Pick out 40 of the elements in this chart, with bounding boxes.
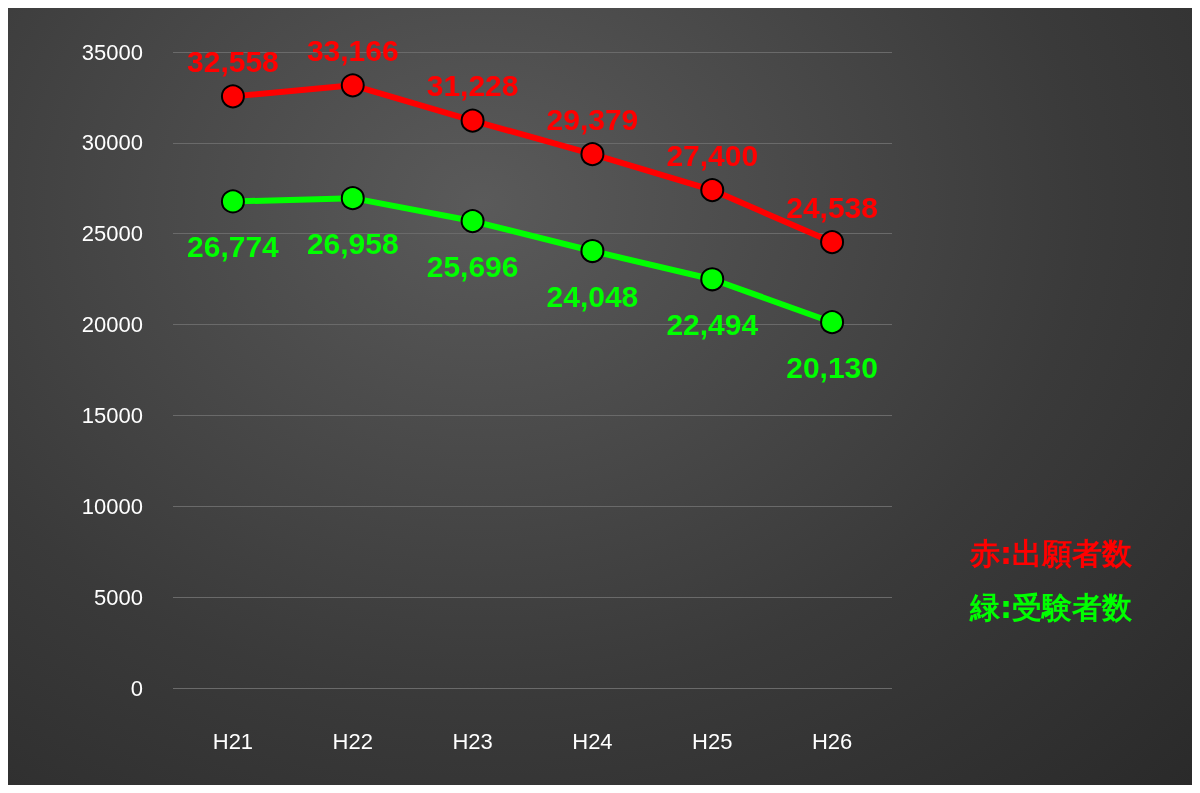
y-tick-label: 10000 <box>81 493 143 519</box>
y-tick-label: 25000 <box>81 221 143 247</box>
point <box>460 108 485 133</box>
text: 赤:出願者数 <box>969 535 1133 571</box>
data-label: 31,228 <box>426 69 519 103</box>
data-label: 20,130 <box>786 350 878 384</box>
y-tick-label: 20000 <box>81 312 143 338</box>
point <box>820 230 845 255</box>
y-tick-label: 5000 <box>94 584 143 610</box>
data-label: 32,558 <box>187 44 279 78</box>
x-tick-label: H26 <box>811 728 853 754</box>
x-tick-label: H21 <box>212 728 254 754</box>
point <box>700 267 725 292</box>
data-label: 27,400 <box>666 138 759 172</box>
y-tick-label: 35000 <box>81 39 143 65</box>
point <box>220 84 245 109</box>
y-tick-label: 30000 <box>81 130 143 156</box>
data-label: 24,538 <box>786 190 878 224</box>
point <box>460 209 485 234</box>
x-tick-label: H24 <box>572 728 613 754</box>
y-tick-label: 0 <box>130 675 143 701</box>
point <box>580 239 605 264</box>
point <box>220 189 245 214</box>
point <box>700 178 725 203</box>
data-label: 22,494 <box>666 307 759 341</box>
x-tick-label: H22 <box>332 728 373 754</box>
point <box>820 310 845 335</box>
data-label: 26,958 <box>306 226 399 260</box>
x-tick-label: H25 <box>692 728 733 754</box>
point <box>580 142 605 167</box>
point <box>340 186 365 211</box>
x-tick-label: H23 <box>452 728 493 754</box>
text: 緑:受験者数 <box>969 589 1133 625</box>
point <box>340 73 365 98</box>
data-label: 29,379 <box>546 102 639 136</box>
data-label: 26,774 <box>187 229 280 263</box>
data-label: 33,166 <box>306 33 399 67</box>
data-label: 25,696 <box>426 249 519 283</box>
y-tick-label: 15000 <box>81 402 143 428</box>
data-label: 24,048 <box>546 279 639 313</box>
